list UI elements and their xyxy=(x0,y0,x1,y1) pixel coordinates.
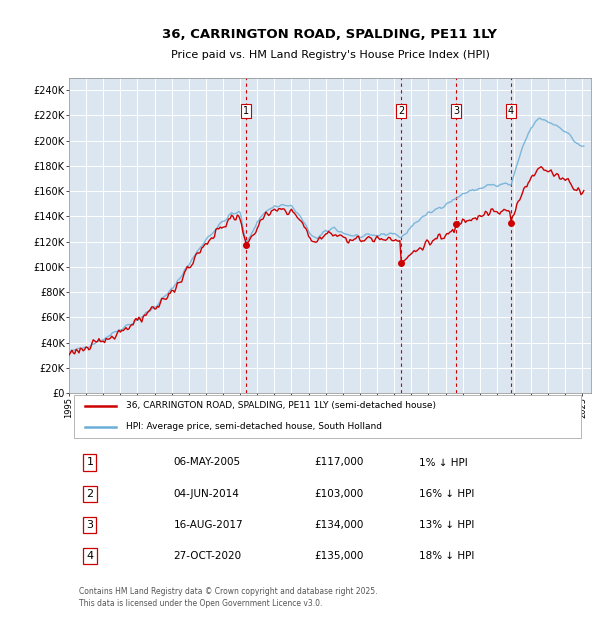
Text: 16-AUG-2017: 16-AUG-2017 xyxy=(173,520,243,530)
Text: 18% ↓ HPI: 18% ↓ HPI xyxy=(419,551,474,561)
Text: 27-OCT-2020: 27-OCT-2020 xyxy=(173,551,242,561)
Text: 2: 2 xyxy=(86,489,94,498)
Text: 2: 2 xyxy=(398,105,404,116)
Text: 3: 3 xyxy=(453,105,459,116)
Text: 36, CARRINGTON ROAD, SPALDING, PE11 1LY (semi-detached house): 36, CARRINGTON ROAD, SPALDING, PE11 1LY … xyxy=(127,401,436,410)
Text: HPI: Average price, semi-detached house, South Holland: HPI: Average price, semi-detached house,… xyxy=(127,422,382,432)
Text: 1% ↓ HPI: 1% ↓ HPI xyxy=(419,458,467,467)
Text: 13% ↓ HPI: 13% ↓ HPI xyxy=(419,520,474,530)
Text: £135,000: £135,000 xyxy=(314,551,364,561)
Text: £103,000: £103,000 xyxy=(314,489,364,498)
Text: £134,000: £134,000 xyxy=(314,520,364,530)
Text: Price paid vs. HM Land Registry's House Price Index (HPI): Price paid vs. HM Land Registry's House … xyxy=(170,50,490,60)
FancyBboxPatch shape xyxy=(74,394,581,438)
Text: 1: 1 xyxy=(86,458,94,467)
Text: 06-MAY-2005: 06-MAY-2005 xyxy=(173,458,241,467)
Text: 4: 4 xyxy=(508,105,514,116)
Text: £117,000: £117,000 xyxy=(314,458,364,467)
Text: 36, CARRINGTON ROAD, SPALDING, PE11 1LY: 36, CARRINGTON ROAD, SPALDING, PE11 1LY xyxy=(163,28,497,40)
Text: 4: 4 xyxy=(86,551,94,561)
Text: Contains HM Land Registry data © Crown copyright and database right 2025.
This d: Contains HM Land Registry data © Crown c… xyxy=(79,587,378,608)
Text: 3: 3 xyxy=(86,520,94,530)
Text: 16% ↓ HPI: 16% ↓ HPI xyxy=(419,489,474,498)
Text: 1: 1 xyxy=(243,105,249,116)
Text: 04-JUN-2014: 04-JUN-2014 xyxy=(173,489,239,498)
